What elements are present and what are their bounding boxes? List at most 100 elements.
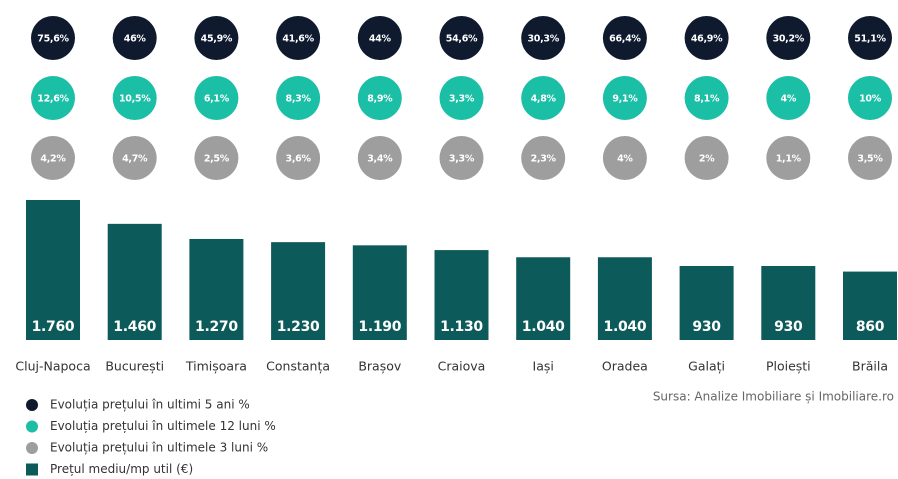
indicator-circle [439,16,484,60]
indicator-label: 66,4% [609,34,641,45]
indicator-label: 4,8% [531,94,557,105]
indicator-circle [194,136,239,180]
indicator-circle [439,76,484,120]
legend-label: Evoluția prețului în ultimi 5 ani % [50,398,250,412]
category-label: Galați [688,359,725,374]
indicator-circle [31,16,75,60]
bar-label: 1.130 [440,319,483,335]
category-label: Timișoara [185,359,247,374]
legend-swatch [26,399,38,411]
indicator-label: 8,1% [694,94,720,105]
indicator-circle [276,136,321,180]
category-label: Ploiești [766,359,811,374]
indicator-label: 8,9% [367,94,393,105]
indicator-label: 51,1% [854,34,886,45]
indicator-label: 3,4% [367,154,393,165]
bar [761,266,816,340]
indicator-label: 8,3% [286,94,312,105]
indicator-circle [31,76,75,120]
indicator-label: 2% [699,154,715,165]
indicator-circle [194,76,239,120]
indicator-circle [521,136,566,180]
indicator-label: 30,2% [773,34,805,45]
indicator-circle [521,76,566,120]
indicator-circle [276,76,321,120]
indicator-label: 12,6% [37,94,69,105]
legend-label: Evoluția prețului în ultimele 3 luni % [50,441,268,455]
bar-label: 1.230 [277,319,320,335]
indicator-label: 4,7% [122,154,148,165]
indicator-label: 3,5% [857,154,883,165]
bar [843,271,897,340]
bar-label: 1.040 [604,319,647,335]
indicator-label: 46,9% [691,34,723,45]
legend-swatch [26,463,38,476]
indicator-label: 3,6% [286,154,312,165]
indicator-circle [766,16,811,60]
indicator-label: 10,5% [119,94,151,105]
indicator-label: 3,3% [449,154,475,165]
indicator-circle [602,76,647,120]
indicator-circle [112,136,157,180]
indicator-circle [766,76,811,120]
indicator-circle [357,76,402,120]
category-label: Craiova [438,359,486,374]
indicator-label: 2,3% [531,154,557,165]
bar-label: 1.270 [195,319,238,335]
indicator-circle [31,136,75,180]
indicator-circle [357,136,402,180]
bar-label: 930 [774,319,803,335]
indicator-label: 10% [859,94,882,105]
bar-label: 1.190 [358,319,401,335]
indicator-label: 44% [369,34,392,45]
bar-label: 1.760 [32,319,75,335]
indicator-label: 45,9% [201,34,233,45]
legend-swatch [26,420,38,433]
category-label: Brașov [358,359,402,374]
indicator-label: 46% [124,34,147,45]
indicator-circle [684,16,729,60]
category-label: Iași [533,359,554,374]
indicator-circle [194,16,239,60]
indicator-circle [602,136,647,180]
bar [107,223,162,340]
indicator-circle [521,16,566,60]
indicator-circle [112,16,157,60]
indicator-label: 1,1% [776,154,802,165]
bar [516,257,571,340]
legend-label: Evoluția prețului în ultimele 12 luni % [50,419,276,433]
indicator-label: 54,6% [446,34,478,45]
indicator-label: 75,6% [37,34,69,45]
bar [679,266,734,340]
indicator-circle [766,136,811,180]
indicator-label: 4% [781,94,797,105]
indicator-label: 6,1% [204,94,230,105]
category-label: Brăila [852,359,888,374]
indicator-label: 30,3% [527,34,559,45]
indicator-circle [439,136,484,180]
indicator-label: 4,2% [40,154,66,165]
bar [434,250,489,340]
indicator-circle [684,76,729,120]
category-label: București [105,359,164,374]
indicator-circle [848,136,892,180]
bar-label: 930 [692,319,721,335]
bar [26,199,80,340]
indicator-circle [276,16,321,60]
indicator-circle [684,136,729,180]
indicator-circle [602,16,647,60]
legend-label: Prețul mediu/mp util (€) [50,462,193,476]
indicator-circle [848,76,892,120]
bar-label: 860 [856,319,885,335]
bar-label: 1.040 [522,319,565,335]
indicator-circle [112,76,157,120]
bar [597,257,652,340]
indicator-circle [357,16,402,60]
category-label: Cluj-Napoca [15,359,90,374]
category-label: Oradea [602,359,648,374]
indicator-circle [848,16,892,60]
indicator-label: 4% [617,154,633,165]
bar [271,242,326,340]
bar [189,238,244,340]
